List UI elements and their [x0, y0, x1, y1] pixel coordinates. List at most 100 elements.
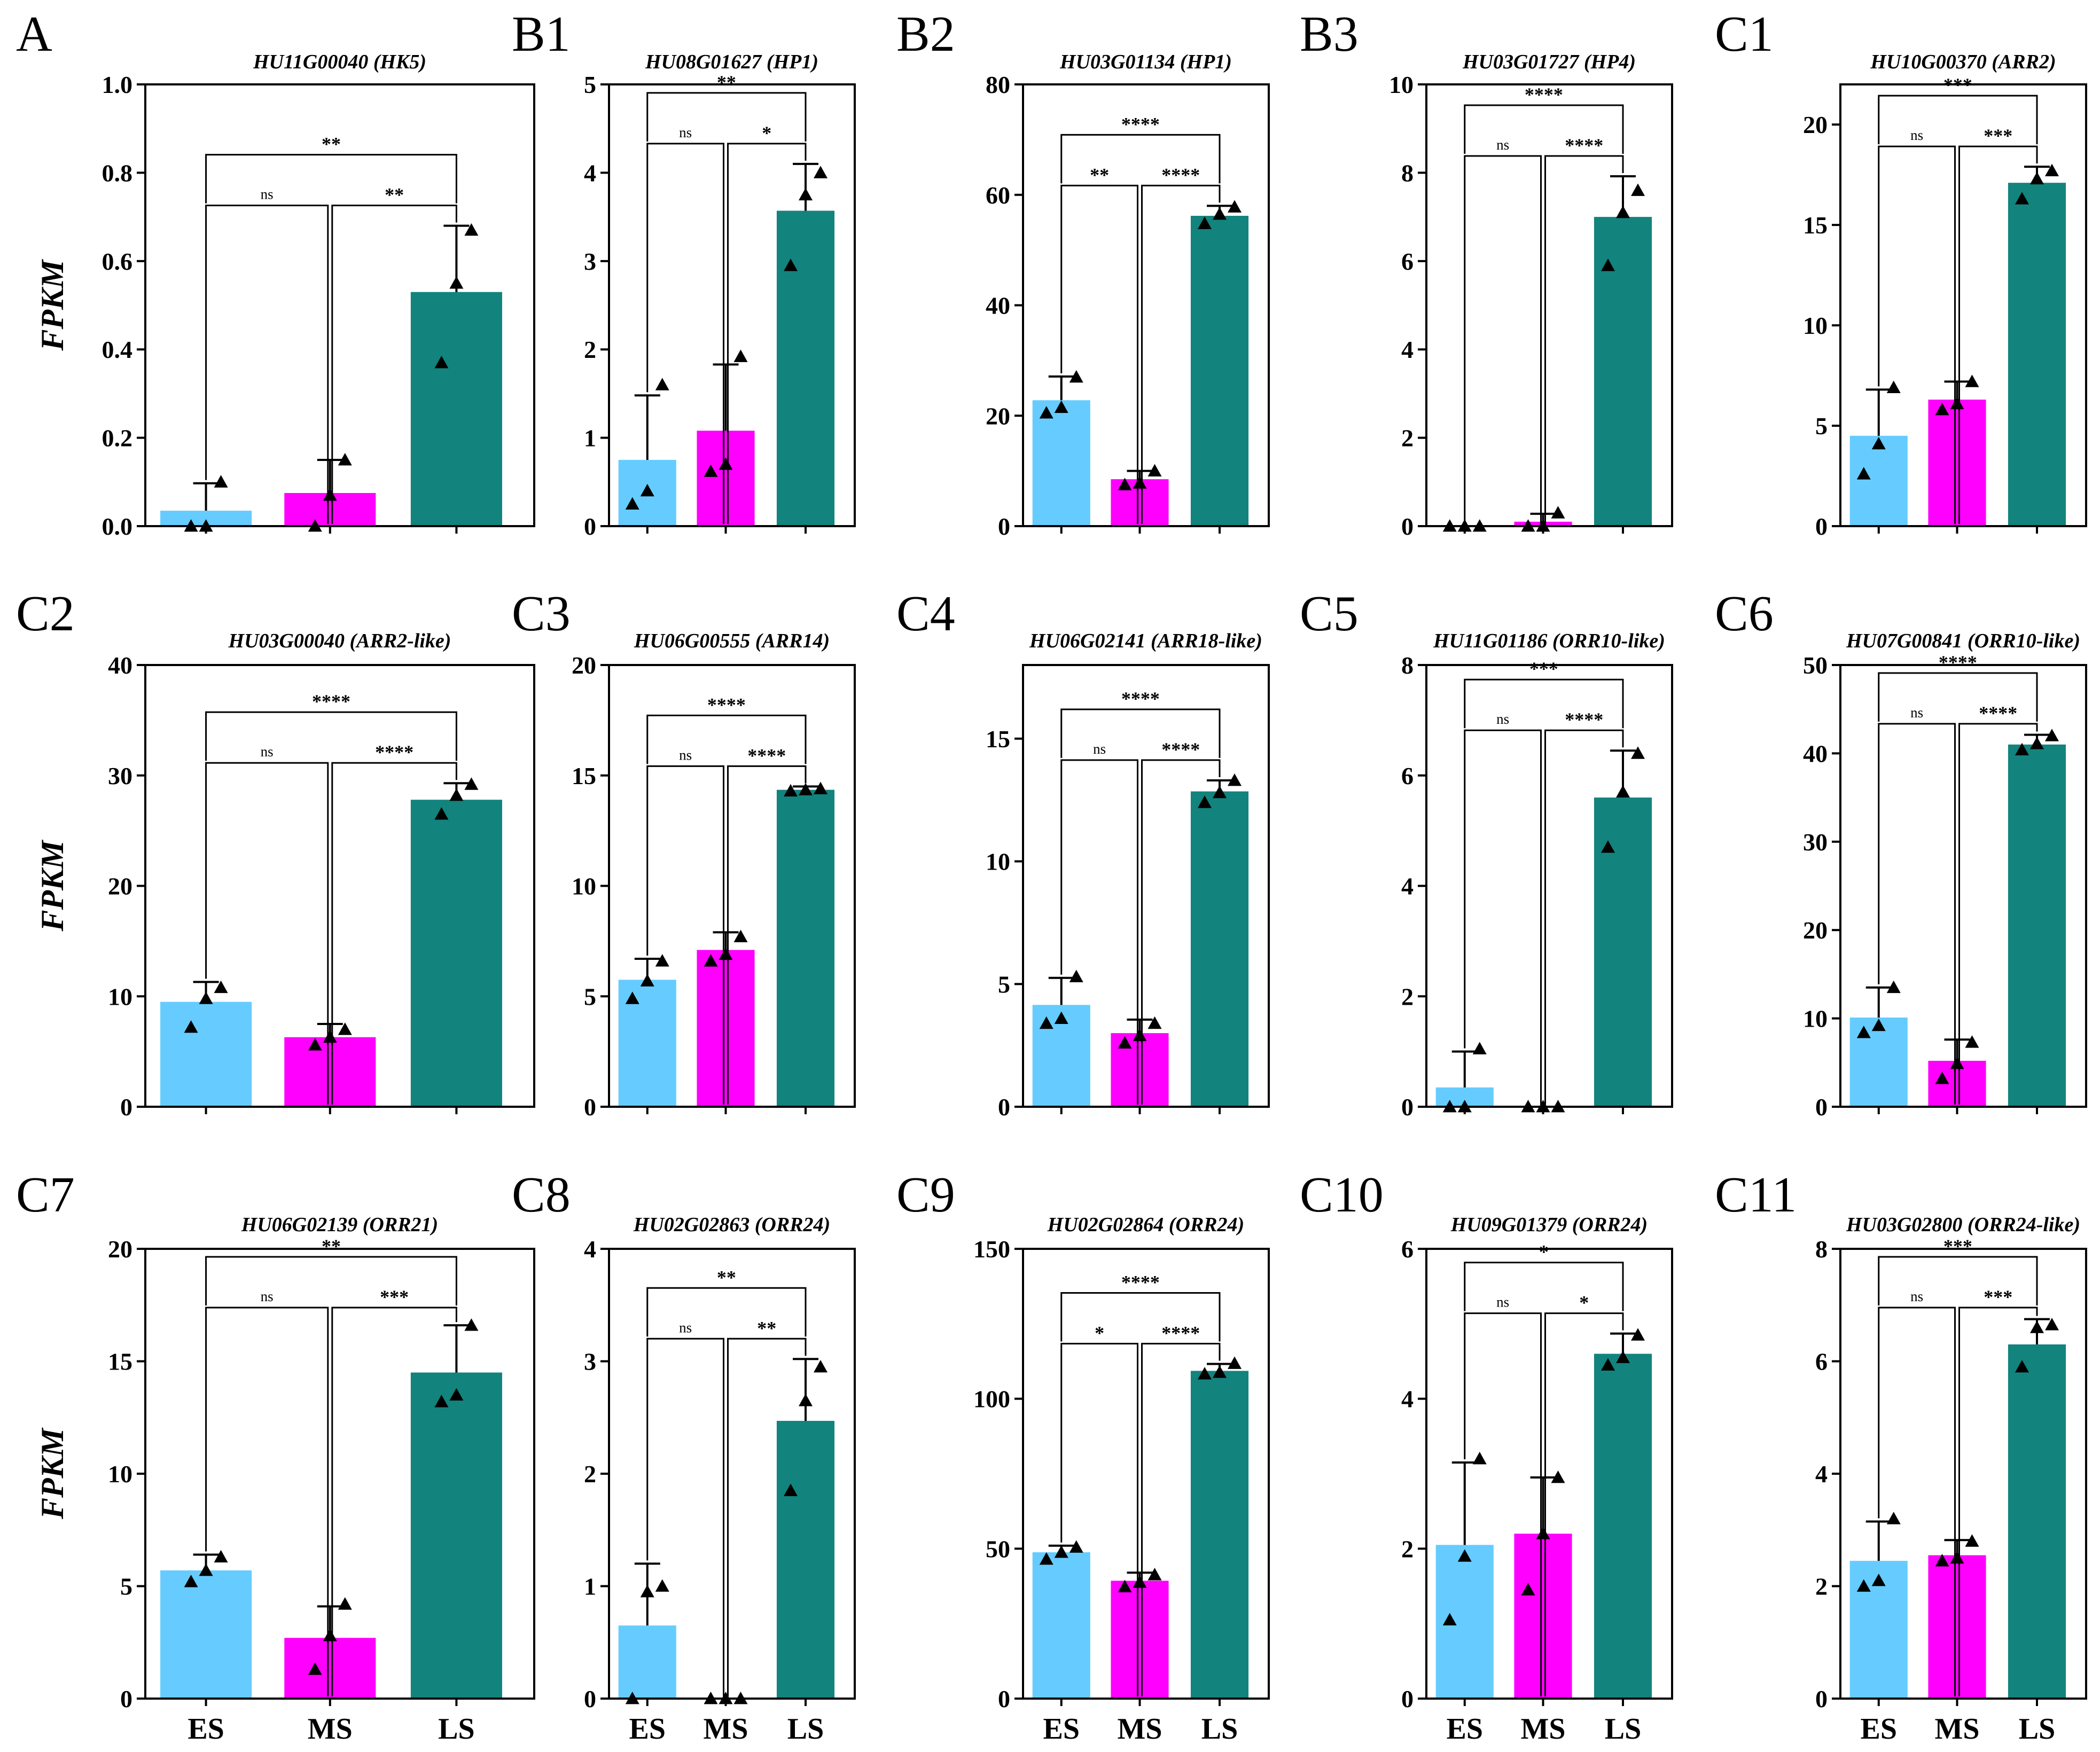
- y-tick-label: 8: [1815, 1235, 1828, 1263]
- panel-title: HU08G01627 (HP1): [645, 51, 818, 73]
- panel-letter: A: [16, 6, 52, 62]
- significance-bracket: [331, 762, 457, 1105]
- data-point: [1054, 1011, 1068, 1024]
- y-tick-label: 50: [1803, 652, 1828, 679]
- data-point: [1213, 1365, 1227, 1378]
- panel-c6: C6 HU07G00841 (ORR10-like) 0 10 20 30 40 50 ns **…: [1715, 586, 2087, 1121]
- data-point: [449, 276, 464, 289]
- data-point: [1950, 1551, 1964, 1564]
- data-point: [2030, 171, 2044, 185]
- data-point: [199, 991, 213, 1004]
- significance-label: ***: [1943, 74, 1972, 96]
- data-point: [1886, 1512, 1901, 1524]
- y-tick-label: 0: [998, 1685, 1010, 1712]
- data-point: [799, 783, 813, 796]
- x-tick-label: MS: [1935, 1712, 1980, 1746]
- significance-label: ***: [380, 1286, 409, 1308]
- significance-label: **: [322, 1235, 341, 1257]
- data-point: [1147, 464, 1162, 477]
- data-point: [338, 1597, 352, 1610]
- panel-letter: C5: [1300, 586, 1359, 642]
- data-point: [1213, 207, 1227, 220]
- y-tick-label: 0: [1815, 513, 1828, 540]
- y-tick-label: 20: [108, 1235, 132, 1263]
- panel-c7: C7 HU06G02139 (ORR21) 0 5 10 15 20 ES MS LS FPKM ns…: [16, 1167, 535, 1746]
- significance-bracket: [727, 1338, 807, 1696]
- data-point: [1118, 1579, 1132, 1593]
- data-point: [434, 1395, 449, 1407]
- data-point: [214, 475, 228, 488]
- data-point: [1536, 1527, 1550, 1539]
- bar-es: [618, 980, 676, 1107]
- significance-label: ns: [261, 186, 274, 202]
- significance-bracket: [646, 765, 724, 1105]
- data-point: [1886, 380, 1901, 394]
- y-tick-label: 0: [1401, 1093, 1414, 1121]
- data-point: [1069, 370, 1083, 383]
- x-tick-label: LS: [2019, 1712, 2056, 1746]
- data-point: [1213, 785, 1227, 799]
- bar-ls: [1190, 1371, 1249, 1699]
- panel-b3: B3 HU03G01727 (HP4) 0 2 4 6 8 10 ns **** ****: [1300, 6, 1673, 540]
- data-point: [1601, 259, 1615, 271]
- data-point: [1039, 1552, 1053, 1565]
- y-tick-label: 0.6: [102, 248, 133, 275]
- y-tick-label: 0: [1815, 1685, 1828, 1712]
- significance-label: ns: [1496, 1294, 1509, 1310]
- significance-label: *: [762, 122, 771, 144]
- y-tick-label: 20: [1803, 917, 1828, 944]
- panel-title: HU09G01379 (ORR24): [1450, 1214, 1648, 1236]
- significance-bracket: [1878, 723, 1956, 1105]
- y-tick-label: 10: [1389, 71, 1414, 98]
- significance-bracket: [1878, 672, 2038, 722]
- y-axis-label: FPKM: [35, 839, 70, 932]
- data-point: [719, 457, 733, 470]
- data-point: [1442, 1613, 1457, 1626]
- x-tick-label: LS: [1605, 1712, 1642, 1746]
- y-tick-label: 2: [1401, 425, 1414, 452]
- data-point: [1069, 1540, 1083, 1553]
- y-tick-label: 0: [1815, 1093, 1828, 1121]
- data-point: [323, 1030, 337, 1043]
- y-tick-label: 5: [120, 1573, 132, 1600]
- significance-bracket: [646, 143, 724, 524]
- data-point: [1965, 1035, 1979, 1048]
- significance-label: ns: [1910, 705, 1923, 721]
- significance-bracket: [1464, 104, 1624, 154]
- significance-label: ns: [679, 124, 692, 140]
- data-point: [308, 1662, 322, 1675]
- significance-bracket: [205, 205, 329, 524]
- significance-bracket: [1958, 1307, 2038, 1696]
- y-axis-label: FPKM: [35, 259, 70, 351]
- data-point: [1147, 1568, 1162, 1581]
- significance-label: ****: [1161, 1323, 1200, 1344]
- x-tick-label: ES: [629, 1712, 666, 1746]
- significance-bracket: [1141, 759, 1221, 1105]
- y-tick-label: 6: [1401, 762, 1414, 789]
- y-tick-label: 0.8: [102, 159, 133, 186]
- y-tick-label: 4: [1401, 873, 1414, 900]
- significance-bracket: [1464, 729, 1542, 1105]
- y-tick-label: 2: [584, 1460, 596, 1488]
- data-point: [704, 954, 718, 967]
- bar-es: [618, 1625, 676, 1699]
- data-point: [1069, 969, 1083, 982]
- x-tick-label: ES: [1861, 1712, 1898, 1746]
- data-point: [704, 464, 718, 477]
- significance-label: ns: [1910, 1288, 1923, 1304]
- y-axis-label: FPKM: [35, 1427, 70, 1520]
- significance-label: **: [717, 72, 736, 93]
- significance-label: ****: [1565, 135, 1603, 156]
- data-point: [1856, 467, 1871, 480]
- y-tick-label: 5: [584, 983, 596, 1010]
- y-tick-label: 0: [998, 1093, 1010, 1121]
- bar-ls: [776, 210, 835, 527]
- data-point: [2015, 192, 2029, 205]
- y-tick-label: 10: [108, 1460, 132, 1488]
- x-tick-label: LS: [438, 1712, 475, 1746]
- y-tick-label: 20: [1803, 111, 1828, 138]
- y-tick-label: 20: [986, 402, 1010, 429]
- significance-bracket: [1060, 184, 1138, 524]
